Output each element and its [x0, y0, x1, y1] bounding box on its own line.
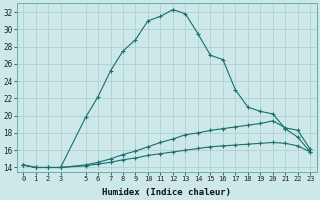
X-axis label: Humidex (Indice chaleur): Humidex (Indice chaleur): [102, 188, 231, 197]
